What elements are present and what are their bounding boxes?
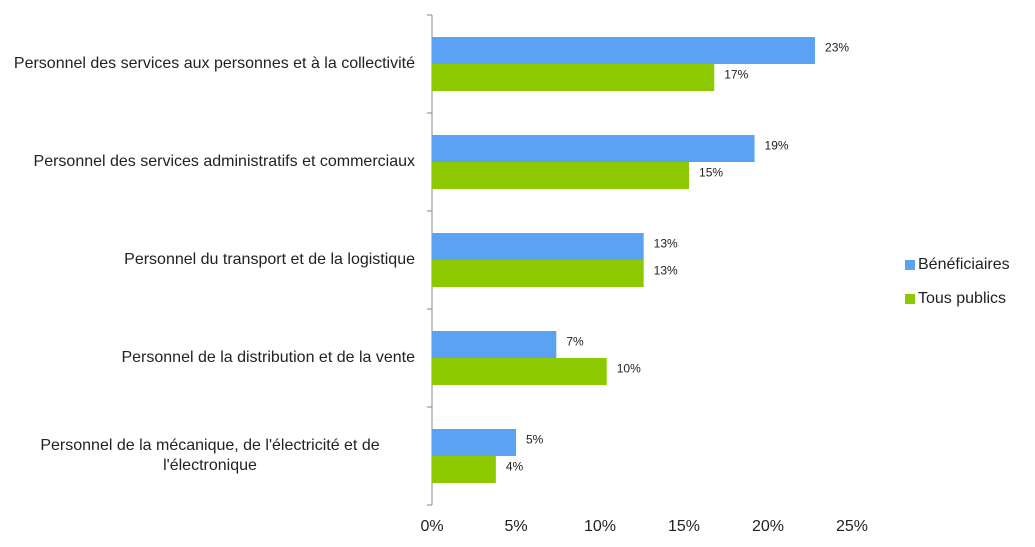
- category-label-box: Personnel des services aux personnes et …: [5, 54, 415, 74]
- bar: [432, 429, 516, 456]
- category-label-box: Personnel de la distribution et de la ve…: [5, 348, 415, 368]
- value-label: 13%: [654, 264, 678, 278]
- category-label-box: Personnel du transport et de la logistiq…: [5, 250, 415, 270]
- x-tick-label: 20%: [752, 518, 784, 535]
- value-label: 4%: [506, 460, 524, 474]
- category-label-box: Personnel de la mécanique, de l'électric…: [5, 436, 415, 476]
- y-tick-label: Personnel des services administratifs et…: [33, 153, 415, 170]
- x-tick-label: 0%: [420, 518, 443, 535]
- category-label-box: Personnel des services administratifs et…: [5, 152, 415, 172]
- legend-label: Tous publics: [918, 290, 1006, 307]
- value-label: 17%: [724, 68, 748, 82]
- y-tick-label: Personnel des services aux personnes et …: [13, 55, 415, 72]
- bar: [432, 358, 607, 385]
- bar: [432, 331, 557, 358]
- value-label: 15%: [699, 166, 723, 180]
- legend-label: Bénéficiaires: [918, 256, 1010, 273]
- bar: [432, 260, 644, 287]
- bar: [432, 456, 496, 483]
- bar: [432, 135, 755, 162]
- x-tick-label: 10%: [584, 518, 616, 535]
- y-tick-label: Personnel de la distribution et de la ve…: [121, 349, 415, 366]
- value-label: 7%: [566, 335, 584, 349]
- bar: [432, 37, 816, 64]
- value-label: 23%: [825, 41, 849, 55]
- x-tick-label: 5%: [504, 518, 527, 535]
- legend-swatch: [905, 260, 915, 270]
- x-tick-label: 25%: [836, 518, 868, 535]
- x-tick-label: 15%: [668, 518, 700, 535]
- bar: [432, 233, 644, 260]
- value-label: 5%: [526, 433, 544, 447]
- y-tick-label: Personnel du transport et de la logistiq…: [124, 251, 415, 268]
- value-label: 10%: [617, 362, 641, 376]
- legend-swatch: [905, 294, 915, 304]
- bar: [432, 64, 715, 91]
- y-tick-label: Personnel de la mécanique, de l'électric…: [40, 437, 380, 474]
- value-label: 19%: [765, 139, 789, 153]
- value-label: 13%: [654, 237, 678, 251]
- bar: [432, 162, 690, 189]
